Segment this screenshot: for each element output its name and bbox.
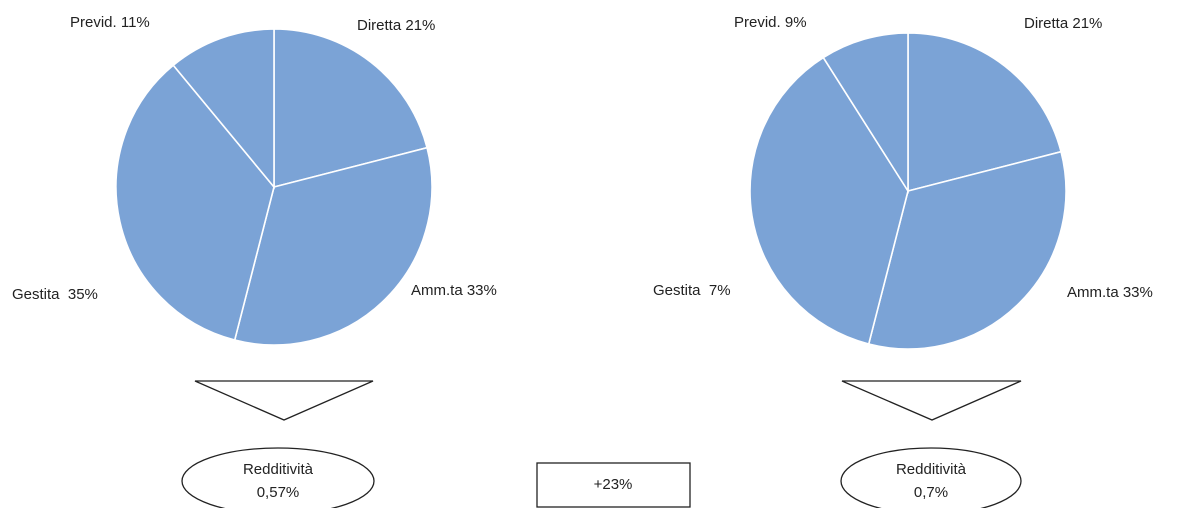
pie-slice-left-gestita (115, 64, 275, 342)
profitability-ellipse-right (840, 447, 1022, 508)
pie-slice-left-previd (172, 28, 275, 190)
comparison-value: +23% (594, 476, 633, 493)
profitability-value-right: 0,7% (914, 484, 948, 501)
pie-slice-right-previd (822, 32, 909, 194)
comparison-box (536, 462, 691, 508)
pie-slice-right-diretta (907, 32, 1063, 193)
arrow-triangle-right (841, 380, 1022, 421)
slice-label-left-ammta: Amm.ta 33% (411, 282, 497, 299)
pie-chart-left (115, 28, 433, 346)
slice-label-right-ammta: Amm.ta 33% (1067, 284, 1153, 301)
pie-slice-right-ammta (867, 150, 1067, 350)
slice-label-right-gestita: Gestita 7% (653, 282, 731, 299)
slice-label-left-diretta: Diretta 21% (357, 17, 435, 34)
profitability-value-left: 0,57% (257, 484, 300, 501)
arrow-triangle-left (194, 380, 374, 421)
pie-slice-left-ammta (233, 146, 433, 346)
pie-slice-left-diretta (273, 28, 429, 189)
profitability-label-right: Redditività (896, 461, 967, 478)
profitability-ellipse-left (181, 447, 375, 508)
slice-label-left-previd: Previd. 11% (70, 14, 150, 31)
pie-chart-right (749, 32, 1067, 350)
slice-label-right-diretta: Diretta 21% (1024, 15, 1102, 32)
slice-label-left-gestita: Gestita 35% (12, 286, 98, 303)
slice-label-right-previd: Previd. 9% (734, 14, 807, 31)
profitability-label-left: Redditività (243, 461, 314, 478)
